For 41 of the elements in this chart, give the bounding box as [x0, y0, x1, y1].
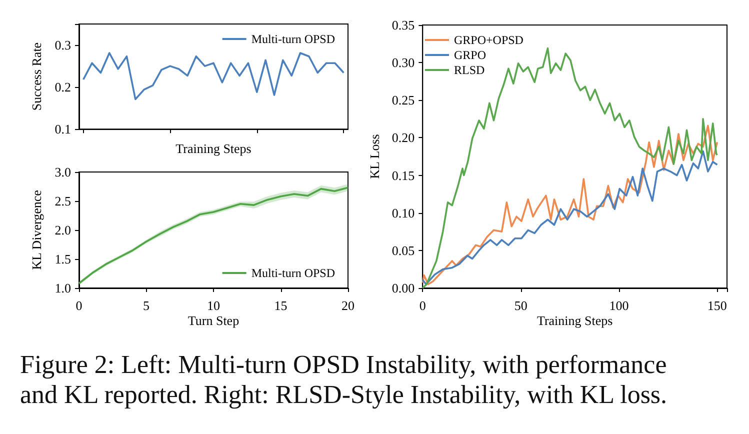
line-series	[422, 47, 718, 289]
y-tick-label: 0.15	[392, 168, 415, 183]
legend-label: Multi-turn OPSD	[251, 32, 336, 46]
x-tick-label: 10	[207, 298, 220, 313]
y-tick-label: 3.0	[54, 164, 71, 180]
x-tick-label: 0	[76, 298, 82, 313]
legend-label: RLSD	[454, 63, 486, 77]
x-tick-label: 5	[143, 298, 150, 313]
legend-label: GRPO+OPSD	[454, 33, 524, 47]
y-axis-title: KL Divergence	[29, 190, 44, 270]
y-tick-label: 0.30	[392, 55, 415, 70]
y-tick-label: 0.1	[54, 122, 71, 137]
legend-label: GRPO	[454, 48, 486, 62]
y-tick-label: 0.10	[392, 205, 415, 220]
y-tick-label: 0.35	[392, 18, 415, 32]
y-tick-label: 0.05	[392, 242, 415, 258]
line-series	[422, 150, 718, 286]
x-axis-title: Training Steps	[176, 141, 252, 156]
y-tick-label: 0.3	[54, 38, 71, 53]
x-tick-label: 15	[274, 298, 288, 313]
legend-label: Multi-turn OPSD	[251, 266, 336, 280]
y-tick-label: 0.20	[392, 130, 415, 146]
x-axis-title: Turn Step	[188, 313, 240, 328]
y-tick-label: 1.0	[54, 280, 71, 296]
x-tick-label: 20	[342, 298, 354, 313]
caption: Figure 2: Left: Multi-turn OPSD Instability, with performance and KL reported. Right: RLSD-Style Instability, with KL loss.	[20, 350, 668, 410]
x-tick-label: 150	[707, 298, 727, 313]
y-tick-label: 0.2	[54, 80, 71, 95]
x-tick-label: 100	[609, 298, 629, 313]
y-axis-title: KL Loss	[367, 134, 382, 179]
x-tick-label: 50	[514, 298, 528, 313]
x-axis-title: Training Steps	[536, 313, 613, 328]
y-tick-label: 0.00	[392, 280, 415, 296]
line-series	[82, 52, 345, 100]
line-series	[422, 124, 718, 286]
x-tick-label: 0	[419, 298, 426, 313]
y-tick-label: 2.0	[54, 222, 71, 238]
y-tick-label: 1.5	[54, 252, 71, 266]
y-axis-title: Success Rate	[29, 42, 44, 111]
y-tick-label: 2.5	[54, 194, 71, 208]
y-tick-label: 0.25	[392, 92, 415, 108]
